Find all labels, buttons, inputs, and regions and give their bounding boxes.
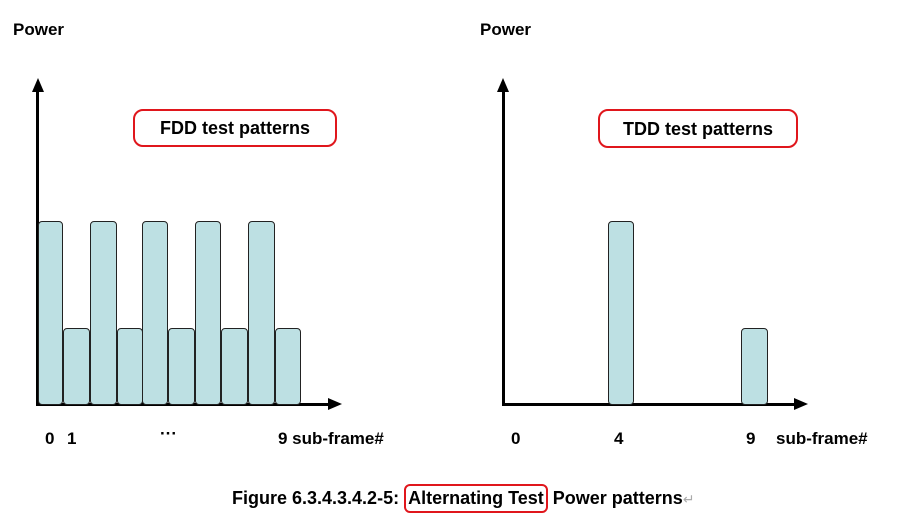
fdd-y-axis-label: Power	[13, 20, 65, 39]
fdd-bar-0	[38, 221, 63, 405]
tdd-bar-4	[608, 221, 634, 405]
fdd-tick-9-label: 9 sub-frame#	[278, 429, 384, 448]
tdd-bar-9	[741, 328, 768, 405]
fdd-tick-ellipsis: ···	[160, 424, 177, 443]
caption-suffix: Power patterns	[547, 488, 683, 508]
fdd-bar-4	[142, 221, 168, 405]
fdd-tick-0: 0	[45, 429, 55, 448]
tdd-chart-title: TDD test patterns	[622, 118, 774, 139]
fdd-bar-7	[221, 328, 248, 405]
fdd-x-axis-arrow-icon	[328, 398, 342, 410]
tdd-x-axis-unit: sub-frame#	[776, 429, 868, 448]
fdd-title-highlight: FDD test patterns	[133, 109, 337, 147]
fdd-bar-1	[63, 328, 90, 405]
paragraph-mark-icon: ↵	[682, 491, 695, 507]
fdd-bar-6	[195, 221, 221, 405]
tdd-y-axis-arrow-icon	[497, 78, 509, 92]
figure-caption: Figure 6.3.4.3.4.2-5: Alternating Test P…	[232, 484, 695, 513]
fdd-tick-1: 1	[67, 429, 77, 448]
tdd-y-axis	[502, 90, 505, 406]
fdd-y-axis	[36, 90, 39, 406]
tdd-tick-4: 4	[614, 429, 624, 448]
caption-prefix: Figure 6.3.4.3.4.2-5:	[232, 488, 405, 508]
fdd-y-axis-arrow-icon	[32, 78, 44, 92]
fdd-chart-title: FDD test patterns	[159, 118, 311, 138]
caption-highlighted-text: Alternating Test	[404, 484, 548, 513]
fdd-bar-9	[275, 328, 301, 405]
fdd-bar-8	[248, 221, 275, 405]
tdd-tick-9: 9	[746, 429, 756, 448]
tdd-x-axis	[502, 403, 796, 406]
tdd-tick-0: 0	[511, 429, 521, 448]
fdd-bar-3	[117, 328, 143, 405]
fdd-bar-2	[90, 221, 117, 405]
tdd-y-axis-label: Power	[480, 20, 532, 39]
tdd-title-highlight: TDD test patterns	[598, 109, 798, 148]
fdd-bar-5	[168, 328, 195, 405]
tdd-x-axis-arrow-icon	[794, 398, 808, 410]
